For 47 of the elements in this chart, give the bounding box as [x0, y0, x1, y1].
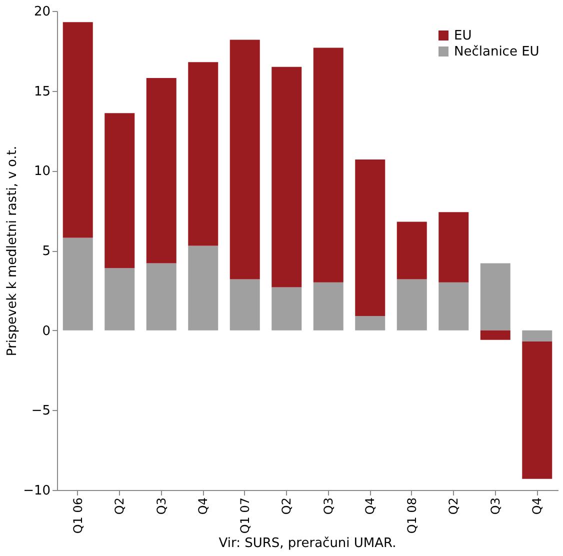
bar	[104, 268, 135, 330]
x-tick-label: Q3	[488, 498, 502, 515]
bar	[62, 22, 93, 238]
bar	[104, 113, 135, 268]
bar	[146, 263, 176, 330]
bar	[355, 316, 386, 330]
x-tick-label: Q1 06	[70, 498, 85, 534]
bar	[230, 279, 260, 330]
bar	[188, 246, 218, 330]
x-tick-label: Q1 08	[404, 498, 419, 534]
y-tick-label: −10	[23, 484, 50, 498]
y-tick-label: 0	[42, 324, 50, 339]
bar	[522, 330, 552, 342]
x-tick-label: Q3	[321, 498, 336, 515]
x-tick-label: Q4	[530, 498, 544, 515]
y-tick-label: 5	[42, 244, 50, 259]
x-tick-label: Q4	[363, 498, 378, 515]
y-tick-label: 15	[34, 84, 50, 100]
bar	[480, 263, 510, 330]
y-tick-label: 20	[34, 4, 50, 20]
text: Vir: SURS, preračuni UMAR.	[218, 536, 396, 552]
bar	[313, 48, 344, 282]
bar	[438, 282, 469, 330]
bar	[355, 159, 386, 316]
legend-label: EU	[454, 28, 472, 44]
bar	[146, 78, 176, 264]
bar	[272, 66, 302, 288]
bar	[396, 222, 427, 280]
y-tick-label: 10	[34, 164, 50, 180]
x-tick-label: Q3	[154, 498, 168, 515]
y-tick-label: −5	[31, 404, 50, 419]
bar	[230, 40, 260, 280]
x-tick-label: Q2	[280, 498, 294, 515]
bar	[396, 279, 427, 330]
x-tick-label: Q2	[112, 498, 127, 515]
x-tick-label: Q1 07	[238, 498, 252, 534]
bar	[438, 212, 469, 282]
bar	[62, 238, 93, 330]
bar	[480, 330, 510, 340]
x-tick-label: Q2	[446, 498, 461, 515]
bar	[522, 342, 552, 479]
bar	[313, 282, 344, 330]
legend-label: Nečlanice EU	[454, 44, 540, 60]
bar	[188, 62, 218, 246]
x-tick-label: Q4	[196, 498, 210, 515]
bar	[272, 287, 302, 330]
y-axis-title: Prispevek k medletni rasti, v o.t.	[5, 146, 20, 356]
